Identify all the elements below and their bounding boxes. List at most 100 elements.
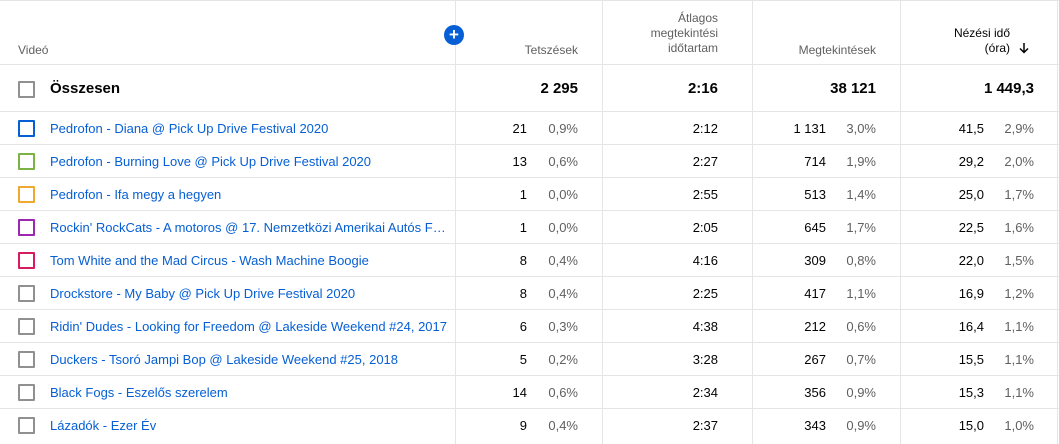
avg-duration-value: 2:37 (692, 418, 718, 433)
row-checkbox[interactable] (18, 186, 35, 203)
video-title-link[interactable]: Black Fogs - Eszelős szerelem (50, 385, 228, 400)
table-row: Drockstore - My Baby @ Pick Up Drive Fes… (0, 277, 1059, 310)
avg-duration-value: 2:12 (692, 121, 718, 136)
watch-time-percent: 1,2% (1004, 286, 1034, 301)
row-checkbox[interactable] (18, 252, 35, 269)
avg-duration-value: 4:38 (692, 319, 718, 334)
views-percent: 1,1% (846, 286, 876, 301)
row-checkbox[interactable] (18, 384, 35, 401)
watch-time-value: 16,9 (958, 286, 984, 301)
avg-duration-value: 2:05 (692, 220, 718, 235)
table-row: Pedrofon - Diana @ Pick Up Drive Festiva… (0, 112, 1059, 145)
table-row: Pedrofon - Burning Love @ Pick Up Drive … (0, 145, 1059, 178)
watch-time-percent: 1,6% (1004, 220, 1034, 235)
table-row: Black Fogs - Eszelős szerelem 14 0,6% 2:34 3… (0, 376, 1059, 409)
table-row: Pedrofon - Ifa megy a hegyen 1 0,0% 2:55 513… (0, 178, 1059, 211)
watch-time-percent: 1,1% (1004, 385, 1034, 400)
watch-time-value: 41,5 (958, 121, 984, 136)
watch-time-value: 25,0 (958, 187, 984, 202)
video-title-link[interactable]: Rockin' RockCats - A motoros @ 17. Nemze… (50, 220, 450, 235)
row-checkbox[interactable] (18, 120, 35, 137)
views-percent: 0,6% (846, 319, 876, 334)
views-value: 309 (804, 253, 826, 268)
header-video[interactable]: Videó (18, 43, 49, 57)
row-checkbox[interactable] (18, 219, 35, 236)
column-divider (1057, 1, 1058, 444)
total-likes: 2 295 (540, 80, 578, 97)
video-title-link[interactable]: Ridin' Dudes - Looking for Freedom @ Lak… (50, 319, 448, 334)
header-views[interactable]: Megtekintések (798, 43, 876, 57)
total-row: Összesen 2 295 2:16 38 121 1 449,3 (0, 65, 1059, 112)
video-title-link[interactable]: Duckers - Tsoró Jampi Bop @ Lakeside Wee… (50, 352, 399, 367)
column-divider (752, 1, 753, 444)
header-avg-line: megtekintési (650, 26, 718, 40)
row-checkbox[interactable] (18, 285, 35, 302)
video-title-link[interactable]: Tom White and the Mad Circus - Wash Mach… (50, 253, 369, 268)
avg-duration-value: 2:25 (692, 286, 718, 301)
likes-value: 5 (519, 352, 527, 367)
row-checkbox[interactable] (18, 417, 35, 434)
avg-duration-value: 2:34 (692, 385, 718, 400)
arrow-down-icon[interactable] (1018, 42, 1030, 54)
add-column-button[interactable]: + (444, 25, 464, 45)
header-watch-line: (óra) (984, 41, 1010, 55)
watch-time-value: 22,0 (958, 253, 984, 268)
column-divider (900, 1, 901, 444)
views-value: 645 (804, 220, 826, 235)
views-percent: 0,7% (846, 352, 876, 367)
watch-time-value: 15,5 (958, 352, 984, 367)
likes-value: 1 (519, 220, 527, 235)
views-value: 267 (804, 352, 826, 367)
views-value: 356 (804, 385, 826, 400)
header-likes[interactable]: Tetszések (524, 43, 578, 57)
likes-percent: 0,0% (548, 187, 578, 202)
row-checkbox[interactable] (18, 318, 35, 335)
table-row: Duckers - Tsoró Jampi Bop @ Lakeside Wee… (0, 343, 1059, 376)
total-label: Összesen (50, 80, 121, 97)
watch-time-percent: 1,1% (1004, 352, 1034, 367)
row-checkbox[interactable] (18, 153, 35, 170)
total-avg-duration: 2:16 (687, 80, 718, 97)
views-value: 343 (804, 418, 826, 433)
views-percent: 1,4% (846, 187, 876, 202)
likes-percent: 0,4% (548, 286, 578, 301)
avg-duration-value: 2:55 (692, 187, 718, 202)
header-watch-time[interactable]: Nézési idő (óra) (900, 26, 1010, 56)
select-all-checkbox[interactable] (18, 81, 35, 98)
avg-duration-value: 2:27 (692, 154, 718, 169)
views-percent: 1,7% (846, 220, 876, 235)
video-title-link[interactable]: Drockstore - My Baby @ Pick Up Drive Fes… (50, 286, 356, 301)
watch-time-value: 22,5 (958, 220, 984, 235)
views-value: 417 (804, 286, 826, 301)
likes-value: 8 (519, 286, 527, 301)
likes-value: 21 (512, 121, 527, 136)
total-watch-time: 1 449,3 (983, 80, 1034, 97)
views-value: 513 (804, 187, 826, 202)
video-title-link[interactable]: Pedrofon - Burning Love @ Pick Up Drive … (50, 154, 372, 169)
likes-percent: 0,9% (548, 121, 578, 136)
watch-time-percent: 2,0% (1004, 154, 1034, 169)
views-value: 212 (804, 319, 826, 334)
views-percent: 0,9% (846, 385, 876, 400)
likes-percent: 0,0% (548, 220, 578, 235)
video-title-link[interactable]: Lázadók - Ezer Év (50, 418, 157, 433)
total-views: 38 121 (830, 80, 876, 97)
header-avg-duration[interactable]: Átlagos megtekintési időtartam (610, 11, 718, 56)
table-row: Rockin' RockCats - A motoros @ 17. Nemze… (0, 211, 1059, 244)
table-row: Tom White and the Mad Circus - Wash Mach… (0, 244, 1059, 277)
views-value: 714 (804, 154, 826, 169)
watch-time-value: 29,2 (958, 154, 984, 169)
row-checkbox[interactable] (18, 351, 35, 368)
watch-time-value: 15,0 (958, 418, 984, 433)
video-title-link[interactable]: Pedrofon - Diana @ Pick Up Drive Festiva… (50, 121, 329, 136)
table-row: Ridin' Dudes - Looking for Freedom @ Lak… (0, 310, 1059, 343)
header-avg-line: időtartam (667, 41, 718, 55)
likes-percent: 0,6% (548, 385, 578, 400)
views-percent: 0,8% (846, 253, 876, 268)
likes-percent: 0,4% (548, 253, 578, 268)
video-title-link[interactable]: Pedrofon - Ifa megy a hegyen (50, 187, 222, 202)
avg-duration-value: 3:28 (692, 352, 718, 367)
table-row: Lázadók - Ezer Év 9 0,4% 2:37 343 0,9% 15,0 1,0… (0, 409, 1059, 442)
likes-value: 9 (519, 418, 527, 433)
